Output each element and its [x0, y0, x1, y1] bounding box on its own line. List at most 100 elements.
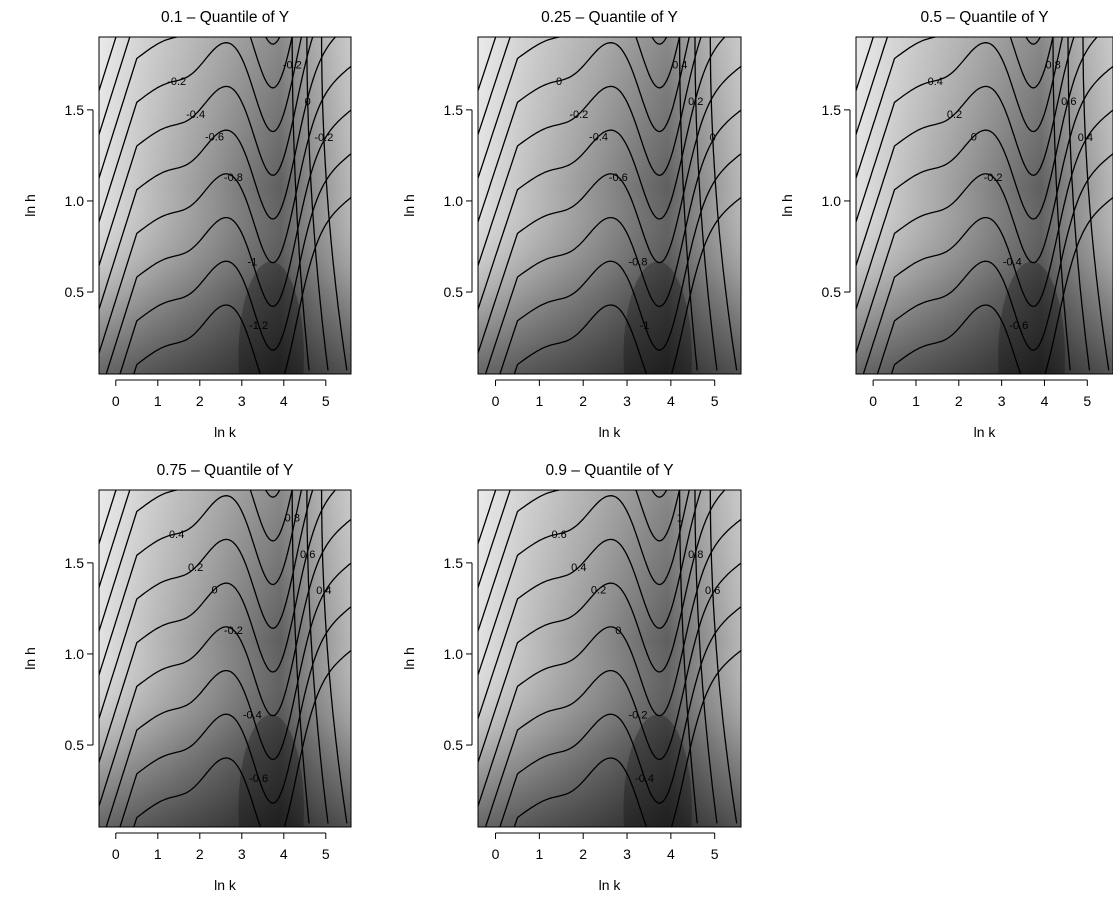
- x-tick-label: 1: [154, 846, 162, 862]
- contour-label: 0: [710, 132, 716, 144]
- contour-line: [99, 37, 337, 310]
- chart-panel-2: 0 -0.2-0.4 -0.6 -0.8 -1 0.4 0.2 0 0.25 – Quantil…: [401, 9, 742, 440]
- contour-label: -0.8: [629, 257, 648, 269]
- x-axis-label: ln k: [599, 877, 622, 893]
- x-axis-label: ln k: [599, 424, 622, 440]
- y-tick-label: 0.5: [65, 284, 85, 300]
- contour-line: [513, 196, 741, 374]
- y-tick-label: 1.5: [822, 102, 842, 118]
- x-tick-label: 0: [869, 393, 877, 409]
- chart-panel-3: 0.4 0.2 0 -0.2 -0.4 -0.6 0.8 0.6 0.4 0.5 – Quanti…: [779, 9, 1113, 440]
- contour-line: [478, 490, 726, 763]
- contour-label: -0.2: [167, 76, 186, 88]
- contour-line: [856, 37, 1098, 310]
- contour-line: [478, 490, 681, 632]
- contour-label: 0.8: [1046, 59, 1061, 71]
- contour-label: 0.6: [705, 585, 720, 597]
- contour-line: [99, 490, 293, 632]
- contour-line: [876, 153, 1113, 374]
- contour-label: 0.8: [688, 549, 703, 561]
- contour-label: -0.4: [589, 131, 608, 143]
- contour-label: 0: [615, 625, 621, 637]
- contour-line: [105, 562, 351, 827]
- x-tick-label: 1: [535, 846, 543, 862]
- contour-label: 0.6: [300, 549, 315, 561]
- y-axis-label: ln h: [401, 647, 417, 670]
- panel-title: 0.25 – Quantile of Y: [541, 9, 678, 26]
- contour-line: [484, 109, 741, 374]
- x-tick-label: 5: [711, 393, 719, 409]
- x-tick-label: 4: [280, 846, 288, 862]
- contour-line-right: [291, 37, 310, 371]
- x-tick-label: 5: [1083, 393, 1091, 409]
- panel-title: 0.75 – Quantile of Y: [157, 462, 294, 479]
- contour-label: -1.2: [249, 320, 268, 332]
- contour-label: 0.6: [1061, 96, 1076, 108]
- contour-line: [105, 109, 351, 374]
- y-axis-label: ln h: [22, 194, 38, 217]
- y-tick-label: 1.0: [65, 646, 85, 662]
- contour-line: [513, 649, 741, 827]
- contour-label: -1: [247, 257, 257, 269]
- y-tick-label: 1.5: [65, 102, 85, 118]
- contour-label: -0.6: [205, 131, 224, 143]
- contour-label: 1: [677, 512, 683, 524]
- x-tick-label: 2: [955, 393, 963, 409]
- contour-label: 0: [211, 584, 217, 596]
- contour-line: [856, 37, 1054, 179]
- contour-line: [99, 37, 314, 266]
- contour-label: -0.2: [569, 109, 588, 121]
- contour-line: [856, 37, 1064, 223]
- x-axis-label: ln k: [974, 424, 997, 440]
- contour-line-right: [678, 37, 698, 371]
- y-tick-label: 0.5: [444, 737, 464, 753]
- y-tick-label: 1.0: [822, 193, 842, 209]
- contour-label: 0.2: [947, 109, 962, 121]
- contour-label: 0.4: [571, 562, 586, 574]
- contour-label: -0.2: [224, 625, 243, 637]
- y-axis-label: ln h: [779, 194, 795, 217]
- y-tick-label: 0.5: [822, 284, 842, 300]
- contour-label: 0.4: [928, 76, 943, 88]
- contour-line-right: [1082, 37, 1110, 371]
- contour-line: [99, 37, 303, 223]
- contour-line: [99, 490, 303, 676]
- y-tick-label: 1.0: [444, 646, 464, 662]
- y-tick-label: 0.5: [444, 284, 464, 300]
- contour-line: [478, 37, 681, 179]
- x-tick-label: 3: [623, 393, 631, 409]
- valley-shade: [623, 714, 692, 827]
- x-axis-label: ln k: [214, 424, 237, 440]
- contour-label: -0.2: [314, 132, 333, 144]
- shaded-surface-overlay: [478, 37, 741, 374]
- x-tick-label: 3: [238, 846, 246, 862]
- contour-line: [99, 37, 293, 179]
- contour-line-right: [291, 490, 310, 824]
- contour-line-right: [320, 490, 348, 824]
- panel-title: 0.1 – Quantile of Y: [161, 9, 289, 26]
- panel-title: 0.9 – Quantile of Y: [545, 462, 673, 479]
- contour-line-right: [709, 37, 738, 371]
- contour-line: [133, 196, 351, 374]
- contour-label: 0.4: [169, 529, 184, 541]
- contour-label: -1: [640, 320, 650, 332]
- contour-line: [484, 562, 741, 827]
- y-axis-label: ln h: [401, 194, 417, 217]
- plot-border: [477, 36, 742, 375]
- contour-line-right: [709, 490, 738, 824]
- contour-line: [478, 37, 690, 223]
- contour-label: 0.4: [316, 585, 331, 597]
- contour-label: -0.4: [635, 773, 654, 785]
- contour-line: [478, 37, 726, 310]
- contour-label: 0.6: [551, 529, 566, 541]
- x-tick-label: 5: [322, 846, 330, 862]
- contour-label: -0.2: [629, 710, 648, 722]
- contour-line: [499, 153, 741, 374]
- plot-border: [98, 36, 352, 375]
- contour-lines: [856, 37, 1113, 374]
- contour-label: -0.6: [249, 773, 268, 785]
- contour-line-right: [320, 37, 348, 371]
- contour-label: 0.4: [1078, 132, 1093, 144]
- x-tick-label: 4: [667, 393, 675, 409]
- contour-line: [133, 649, 351, 827]
